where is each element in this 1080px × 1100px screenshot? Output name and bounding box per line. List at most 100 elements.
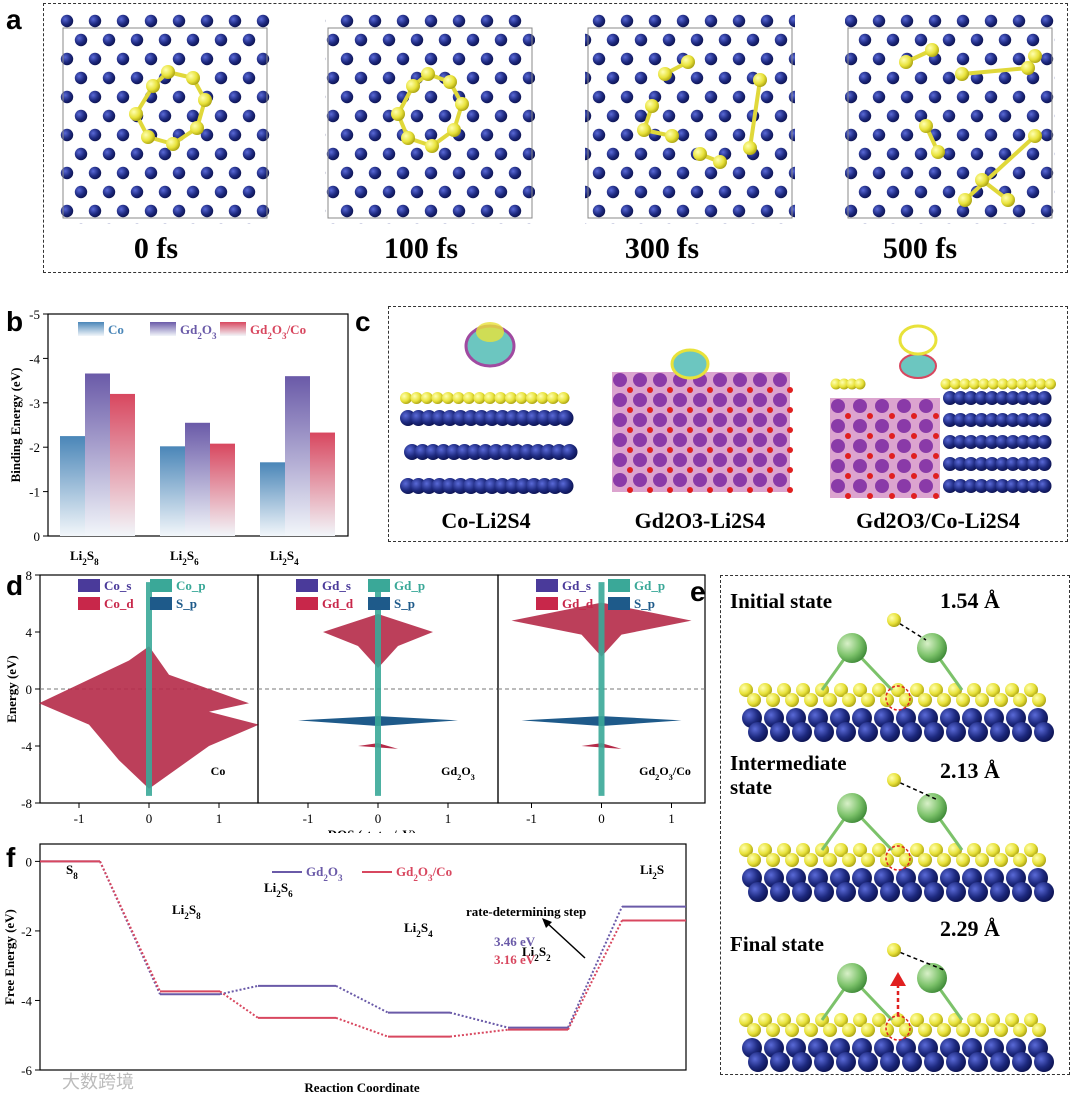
S-atom — [494, 392, 507, 404]
O-atom — [787, 467, 793, 473]
Co-atom — [964, 479, 978, 493]
S-atom — [442, 392, 454, 404]
S-atom — [853, 843, 867, 857]
S-atom — [1028, 129, 1042, 143]
Co-atom — [974, 413, 989, 427]
O-atom — [933, 453, 939, 459]
y-tick-label: -2 — [29, 440, 40, 455]
S-atom — [1001, 193, 1015, 207]
S-atom — [1028, 49, 1042, 63]
S-atom — [536, 392, 549, 404]
Co-atom — [985, 391, 999, 405]
Gd-atom — [831, 419, 845, 433]
Co-atom — [1006, 391, 1020, 405]
Co-atom — [985, 435, 999, 449]
S-atom — [1032, 1023, 1046, 1037]
Co-atom — [990, 722, 1010, 742]
Li-atom — [917, 793, 947, 823]
Co-atom — [968, 1052, 988, 1072]
p-band-area — [146, 582, 152, 796]
species-label: Li2S2 — [522, 944, 551, 963]
panel-e-box — [720, 575, 1070, 1075]
Co-atom — [924, 882, 944, 902]
Gd-atom — [613, 433, 627, 447]
S-atom — [846, 378, 858, 390]
legend-swatch — [78, 579, 100, 592]
S-atom — [1016, 378, 1028, 390]
S-atom — [986, 683, 1000, 697]
Gd-atom — [673, 413, 687, 427]
Gd-atom — [753, 373, 767, 387]
S-atom — [1024, 843, 1038, 857]
S-atom — [937, 693, 951, 707]
S-atom — [777, 683, 791, 697]
S-atom — [758, 683, 772, 697]
O-atom — [707, 467, 713, 473]
legend-swatch — [150, 322, 176, 336]
Co-atom — [964, 413, 978, 427]
O-atom — [767, 427, 773, 433]
y-axis-label: Binding Energy (eV) — [8, 368, 23, 483]
Gd-atom — [713, 473, 727, 487]
Co-atom — [1037, 391, 1052, 405]
O-atom — [867, 473, 873, 479]
Co-atom — [1016, 457, 1031, 471]
S-atom — [969, 378, 980, 390]
S-atom — [823, 1023, 837, 1037]
Gd-atom — [613, 373, 627, 387]
O-atom — [647, 447, 653, 453]
legend-swatch — [78, 597, 100, 610]
O-atom — [667, 487, 673, 493]
Co-atom — [792, 722, 812, 742]
Co-atom — [974, 479, 989, 493]
x-tick-label: -1 — [526, 811, 537, 826]
time-label-0: 0 fs — [133, 232, 179, 265]
S-atom — [1032, 693, 1046, 707]
S-atom — [391, 107, 405, 121]
y-tick-label: 8 — [26, 568, 33, 583]
O-atom — [747, 467, 753, 473]
panel-c-letter: c — [355, 306, 371, 337]
Gd-atom — [633, 413, 647, 427]
S-atom — [1005, 1013, 1019, 1027]
S-atom — [929, 683, 943, 697]
O-atom — [787, 447, 793, 453]
O-atom — [627, 467, 633, 473]
S-atom — [443, 75, 457, 89]
S-atom — [861, 693, 875, 707]
S-atom — [1005, 843, 1019, 857]
free-energy-chart: 0 -2 -4 -6 Free Energy (eV) Reaction Coordina… — [2, 843, 687, 1095]
Li-atom — [837, 633, 867, 663]
Gd-atom — [613, 473, 627, 487]
O-atom — [747, 387, 753, 393]
S-atom — [910, 683, 924, 697]
S-atom — [681, 55, 695, 69]
O-atom — [911, 473, 917, 479]
S-atom — [747, 853, 761, 867]
Co-atom — [943, 413, 957, 427]
S-atom — [854, 378, 866, 390]
y-tick-label: 4 — [26, 625, 33, 640]
Co-atom — [1016, 479, 1031, 493]
Co-atom — [990, 882, 1010, 902]
S-atom — [994, 1023, 1008, 1037]
bar-co — [160, 446, 185, 536]
O-atom — [747, 427, 753, 433]
S-atom — [925, 43, 939, 57]
y-tick-label: -6 — [21, 1063, 32, 1078]
O-atom — [889, 493, 895, 499]
S-atom — [975, 1023, 989, 1037]
S-atom — [834, 1013, 848, 1027]
S-atom — [141, 130, 155, 144]
Gd-atom — [693, 413, 707, 427]
Co-atom — [943, 479, 957, 493]
S-atom — [447, 123, 461, 137]
S-S-bond — [963, 134, 1037, 202]
charge-density-cap — [476, 322, 504, 342]
S-atom — [796, 683, 810, 697]
Co-atom — [1012, 722, 1032, 742]
Co-atom — [943, 457, 957, 471]
Gd-atom — [897, 459, 911, 473]
Co-atom — [902, 722, 922, 742]
S-atom — [1013, 853, 1027, 867]
